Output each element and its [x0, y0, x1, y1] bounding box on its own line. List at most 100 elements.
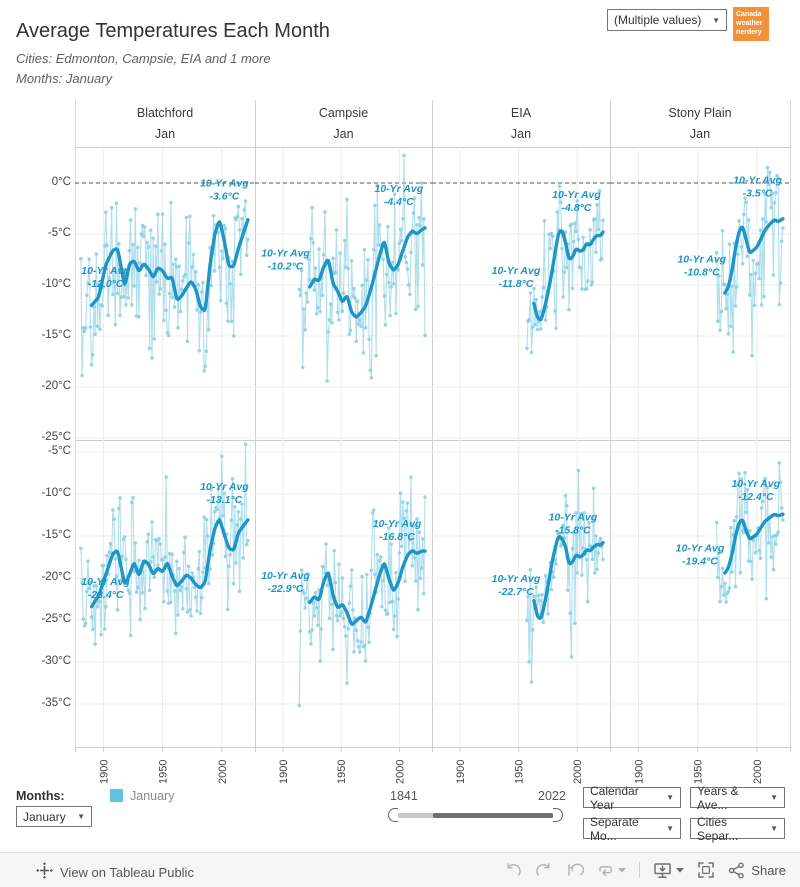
filter-dropdown-value: (Multiple values) [614, 13, 702, 27]
ten-year-avg-line[interactable] [723, 512, 785, 575]
multi-value-filter-dropdown[interactable]: (Multiple values) ▼ [607, 9, 727, 31]
panel-eia-avg-high[interactable]: 10-Yr Avg -11.8°C 10-Yr Avg -4.8°C [432, 147, 610, 440]
ten-year-avg-annotation: 10-Yr Avg -16.8°C [373, 518, 422, 543]
refresh-icon[interactable] [597, 863, 627, 877]
chevron-down-icon: ▼ [770, 793, 778, 802]
chart-grid: Blatchford Jan Campsie Jan EIA Jan Stony Plain… [0, 100, 800, 785]
panel-campsie-avg-high[interactable]: 10-Yr Avg -10.2°C 10-Yr Avg -4.4°C [255, 147, 432, 440]
column-header-campsie: Campsie Jan [255, 106, 432, 141]
brand-logo[interactable]: Canada weather nerdery [733, 7, 769, 41]
controls-bar: Months: January ▼ January 1841 2022 Cale… [0, 784, 800, 846]
chevron-down-icon: ▼ [666, 824, 674, 833]
redo-icon[interactable] [535, 862, 553, 878]
tableau-logo-icon [36, 862, 53, 882]
ten-year-avg-line[interactable] [308, 549, 427, 626]
year-slider-max-label: 2022 [538, 789, 566, 803]
ten-year-avg-line[interactable] [89, 218, 250, 313]
y-axis-tick-label: -25°C [41, 613, 71, 625]
ten-year-avg-line[interactable] [308, 226, 427, 319]
legend-color-swatch[interactable] [110, 789, 123, 802]
share-button[interactable]: Share [728, 862, 786, 879]
page-title: Average Temperatures Each Month [16, 20, 330, 42]
fullscreen-icon[interactable] [697, 861, 715, 879]
column-city-label: EIA [510, 106, 532, 120]
y-axis-tick-label: -25°C [41, 430, 71, 443]
view-on-tableau-public-link[interactable]: View on Tableau Public [36, 862, 194, 882]
y-axis-tick-label: -20°C [41, 379, 71, 392]
yearly-series[interactable] [79, 199, 250, 378]
ten-year-avg-annotation: 10-Yr Avg -19.4°C [676, 542, 725, 567]
y-axis-tick-label: -35°C [41, 696, 71, 709]
column-month-label: Jan [154, 127, 176, 141]
yearly-series[interactable] [525, 184, 605, 355]
column-month-label: Jan [689, 127, 711, 141]
grid-column-divider [790, 100, 791, 747]
x-axis-tick-label: 1900 [98, 760, 110, 784]
ten-year-avg-line[interactable] [89, 518, 250, 609]
y-axis-tick-label: -5°C [47, 226, 71, 239]
ten-year-avg-annotation: 10-Yr Avg -10.2°C [261, 248, 310, 273]
panel-blatchford-avg-high[interactable]: 10-Yr Avg -12.0°C 10-Yr Avg -3.6°C [75, 147, 255, 440]
panel-eia-avg-low[interactable]: 10-Yr Avg -22.7°C 10-Yr Avg -15.8°C [432, 440, 610, 747]
panel-blatchford-avg-low[interactable]: 10-Yr Avg -23.4°C 10-Yr Avg -13.1°C [75, 440, 255, 747]
column-city-label: Stony Plain [668, 106, 732, 120]
column-month-label: Jan [333, 127, 354, 141]
share-button-label: Share [751, 862, 786, 878]
undo-icon[interactable] [504, 862, 522, 878]
chevron-down-icon: ▼ [770, 824, 778, 833]
y-axis-tick-label: -5°C [47, 445, 71, 457]
ten-year-avg-annotation: 10-Yr Avg -3.6°C [200, 177, 249, 202]
yearly-series[interactable] [297, 475, 427, 708]
ten-year-avg-line[interactable] [723, 217, 785, 295]
calendar-year-dropdown-value: Calendar Year [590, 783, 639, 812]
month-select-dropdown[interactable]: January ▼ [16, 806, 92, 827]
month-select-value: January [23, 809, 66, 824]
calendar-year-dropdown[interactable]: Calendar Year ▼ [583, 784, 681, 812]
yearly-series[interactable] [714, 165, 785, 358]
separate-months-dropdown-value: Separate Mo... [590, 814, 639, 843]
x-axis-tick-label: 2000 [394, 760, 406, 784]
y-axis-tick-label: -15°C [41, 529, 71, 541]
grid-column-divider [610, 100, 611, 747]
x-axis-tick-label: 2000 [752, 760, 764, 784]
ten-year-avg-annotation: 10-Yr Avg -4.8°C [552, 189, 601, 214]
panel-stony-plain-avg-low[interactable]: 10-Yr Avg -19.4°C 10-Yr Avg -12.4°C [610, 440, 790, 747]
ten-year-avg-annotation: 10-Yr Avg -23.4°C [81, 576, 130, 601]
ten-year-avg-annotation: 10-Yr Avg -13.1°C [200, 481, 249, 506]
panel-campsie-avg-low[interactable]: 10-Yr Avg -22.9°C 10-Yr Avg -16.8°C [255, 440, 432, 747]
ten-year-avg-annotation: 10-Yr Avg -10.8°C [677, 253, 726, 278]
ten-year-avg-line[interactable] [532, 535, 605, 620]
column-city-label: Blatchford [136, 106, 194, 120]
download-icon[interactable] [653, 862, 685, 879]
grid-column-divider [432, 100, 433, 747]
footer-toolbar: View on Tableau Public [0, 852, 800, 887]
logo-line: Canada [736, 11, 762, 18]
x-axis-tick-label: 1950 [158, 760, 170, 784]
x-axis-tick-label: 1900 [455, 760, 467, 784]
chevron-down-icon: ▼ [666, 793, 674, 802]
panel-stony-plain-avg-high[interactable]: 10-Yr Avg -10.8°C 10-Yr Avg -3.5°C [610, 147, 790, 440]
column-city-label: Campsie [318, 106, 369, 120]
ten-year-avg-annotation: 10-Yr Avg -12.0°C [81, 265, 130, 290]
separate-months-dropdown[interactable]: Separate Mo... ▼ [583, 815, 681, 843]
ten-year-avg-line[interactable] [532, 229, 605, 322]
header-separator-line [75, 147, 790, 148]
year-slider-handle-right[interactable] [553, 808, 563, 822]
toolbar-divider [639, 862, 641, 878]
year-slider-selected-range[interactable] [433, 813, 553, 818]
months-filter-label: Months: [16, 789, 65, 803]
y-axis-tick-label: -10°C [41, 277, 71, 290]
years-average-dropdown[interactable]: Years & Ave... ▼ [690, 784, 785, 812]
cities-separate-dropdown[interactable]: Cities Separ... ▼ [690, 815, 785, 843]
row-separator-line [75, 440, 790, 441]
grid-column-divider [75, 100, 76, 747]
y-axis-tick-label: -20°C [41, 571, 71, 583]
chevron-down-icon: ▼ [77, 812, 85, 821]
yearly-series[interactable] [79, 442, 250, 646]
y-axis-tick-label: -15°C [41, 328, 71, 341]
column-header-blatchford: Blatchford Jan [75, 106, 255, 141]
year-slider-handle-left[interactable] [388, 808, 398, 822]
x-axis-tick-label: 1900 [633, 760, 645, 784]
replay-icon[interactable] [566, 863, 585, 878]
